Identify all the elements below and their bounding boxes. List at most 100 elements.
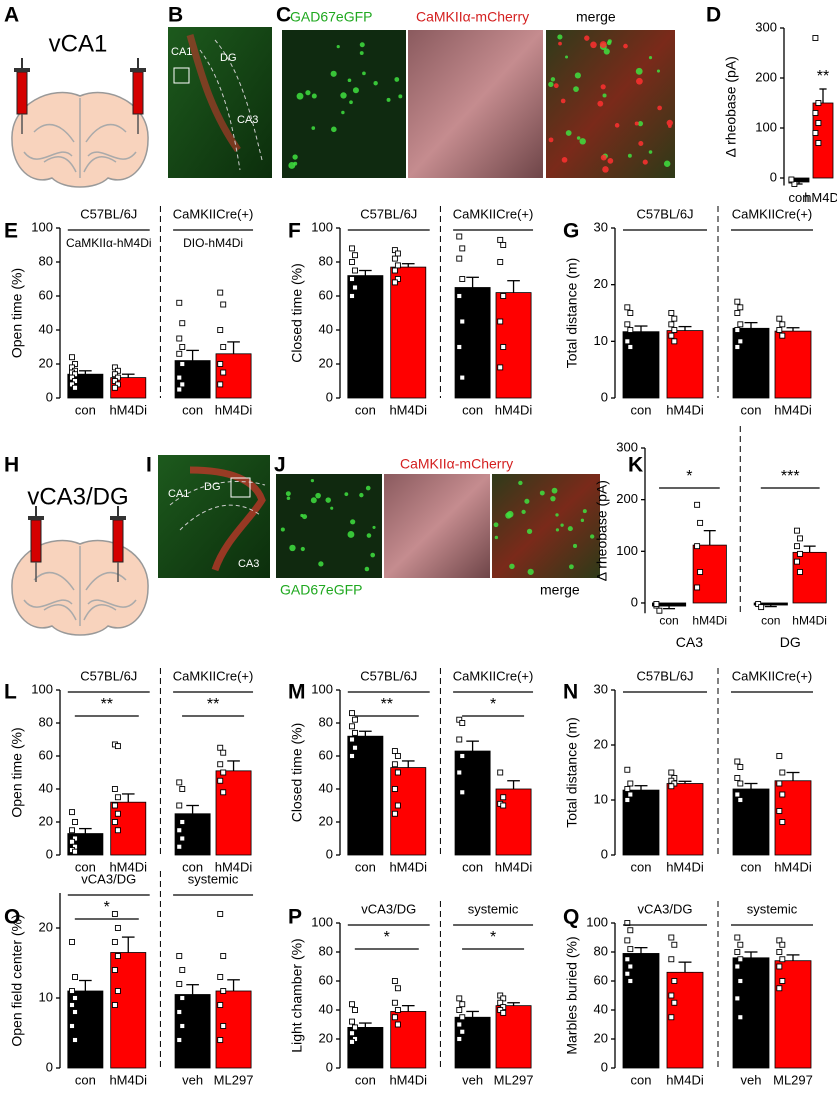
data-point: [459, 720, 466, 726]
bar: [390, 266, 427, 399]
data-point: [812, 35, 819, 41]
data-point: [176, 779, 183, 786]
significance: **: [381, 696, 393, 713]
data-point: [815, 140, 822, 146]
cell: [359, 42, 365, 48]
x-tick-label: con: [182, 859, 203, 874]
cell: [349, 100, 353, 105]
data-point: [72, 974, 78, 980]
cell: [550, 77, 556, 82]
cell: [648, 56, 653, 60]
cell: [635, 67, 643, 75]
outline: [199, 39, 263, 171]
bar: [732, 957, 770, 1069]
data-point: [352, 716, 358, 723]
cell: [336, 45, 340, 49]
data-point: [217, 911, 224, 917]
cell: [325, 497, 331, 503]
data-point: [779, 321, 786, 328]
data-point: [694, 584, 701, 591]
data-point: [459, 789, 466, 796]
data-point: [352, 729, 358, 736]
data-point: [671, 338, 678, 345]
data-point: [176, 1037, 183, 1043]
data-point: [671, 941, 678, 948]
y-tick-label: 80: [39, 714, 53, 729]
data-point: [497, 236, 504, 243]
cell: [518, 480, 523, 486]
cell: [370, 552, 376, 558]
brain-diagram: [11, 91, 149, 188]
data-point: [734, 758, 741, 765]
significance: *: [490, 929, 496, 946]
panel-letter: K: [628, 454, 643, 477]
data-point: [176, 335, 183, 342]
cell: [638, 141, 644, 147]
y-tick-label: 30: [594, 681, 608, 696]
cell: [555, 528, 560, 532]
data-point: [776, 949, 783, 955]
x-tick-label: con: [462, 402, 483, 417]
cell: [394, 77, 400, 82]
y-tick-label: 20: [39, 355, 53, 370]
data-point: [456, 995, 463, 1002]
stain: [189, 466, 266, 572]
data-point: [779, 956, 786, 963]
y-axis-label: Open field center (%): [9, 914, 25, 1046]
data-point: [459, 318, 466, 325]
cell: [359, 51, 364, 55]
bar: [622, 953, 660, 1069]
data-point: [627, 978, 634, 984]
cell: [315, 492, 321, 499]
data-point: [755, 601, 762, 607]
data-point: [791, 181, 798, 187]
panel-letter: D: [706, 4, 721, 27]
cell: [637, 121, 644, 127]
data-point: [737, 1014, 744, 1021]
x-tick-label: hM4Di: [804, 190, 837, 205]
data-point: [456, 769, 463, 776]
y-tick-label: 0: [46, 389, 53, 404]
bar: [454, 287, 491, 399]
group-label: vCA3/DG: [638, 901, 693, 916]
group-label: C57BL/6J: [360, 206, 417, 221]
data-point: [217, 289, 224, 296]
cell: [614, 123, 620, 128]
data-point: [500, 794, 507, 801]
cell: [555, 513, 559, 517]
data-point: [179, 1023, 186, 1029]
group-label: systemic: [468, 901, 519, 916]
data-point: [794, 543, 800, 550]
cell: [524, 498, 530, 504]
data-point: [72, 361, 78, 367]
cell: [580, 518, 585, 523]
y-tick-label: 300: [755, 19, 777, 34]
data-point: [497, 364, 504, 371]
data-point: [627, 927, 634, 934]
data-point: [352, 267, 358, 274]
x-tick-label: con: [462, 859, 483, 874]
data-point: [734, 344, 741, 350]
significance: *: [490, 696, 496, 713]
data-point: [217, 1002, 224, 1008]
data-point: [69, 988, 75, 994]
data-point: [737, 321, 744, 328]
y-tick-label: 100: [311, 681, 333, 696]
x-tick-label: con: [789, 190, 810, 205]
roi-box: [230, 477, 251, 498]
data-point: [391, 247, 398, 254]
x-tick-label: hM4Di: [666, 402, 704, 417]
data-point: [671, 327, 678, 333]
data-point: [72, 995, 78, 1001]
data-point: [220, 953, 227, 959]
data-point: [668, 992, 675, 999]
data-point: [69, 809, 75, 816]
group-label: vCA3/DG: [361, 901, 416, 916]
y-tick-label: 20: [594, 1030, 608, 1045]
data-point: [111, 1002, 118, 1008]
x-tick-label: con: [741, 402, 762, 417]
cell: [600, 154, 607, 161]
data-point: [815, 100, 822, 106]
y-tick-label: 0: [601, 1059, 608, 1074]
y-tick-label: 100: [586, 914, 608, 929]
